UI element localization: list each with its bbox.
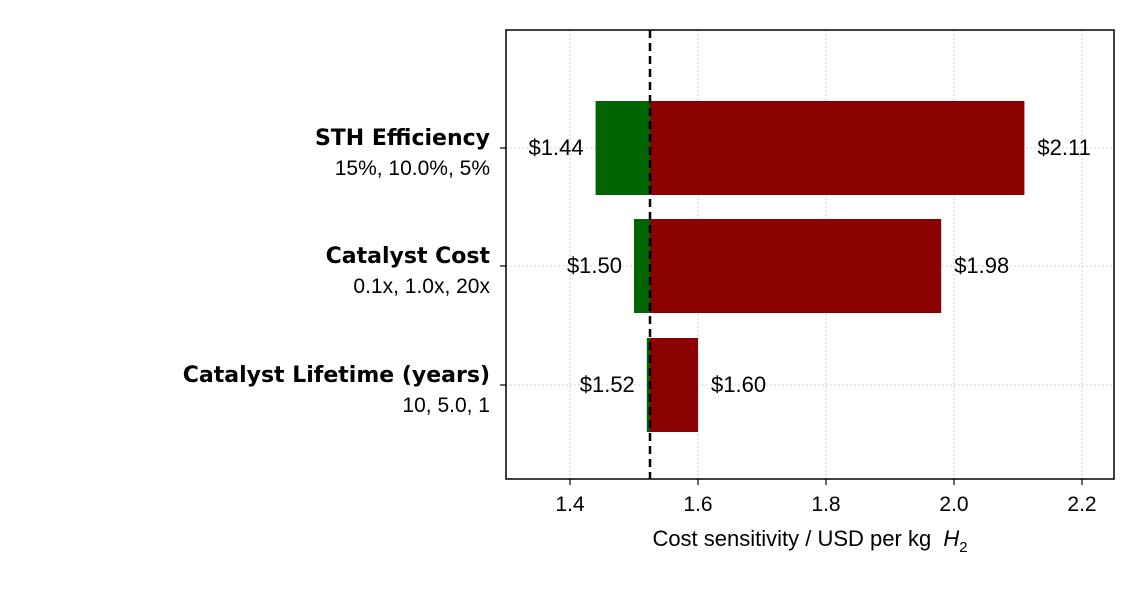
category-name: Catalyst Lifetime (years): [183, 363, 490, 388]
data-label-high: $1.60: [711, 372, 766, 397]
x-tick-label: 2.0: [939, 493, 968, 516]
x-tick-label: 1.8: [811, 493, 840, 516]
category-name: STH Efficiency: [315, 126, 490, 151]
x-tick-label: 2.2: [1067, 493, 1096, 516]
bar-high: [650, 338, 698, 432]
axis-ticks: [500, 147, 1083, 485]
x-axis-label: Cost sensitivity / USD per kg H2: [652, 526, 967, 556]
bar-low: [595, 101, 650, 195]
category-name: Catalyst Cost: [326, 244, 491, 269]
labels: 1.4 1.6 1.8 2.0 2.2 $1.44 $2.11 STH Efficiency 1…: [183, 126, 1097, 516]
category-levels: 0.1x, 1.0x, 20x: [353, 275, 490, 298]
x-tick-label: 1.6: [683, 493, 712, 516]
data-label-low: $1.44: [529, 135, 584, 160]
bar-low: [634, 219, 650, 313]
bars: [595, 101, 1025, 432]
category-levels: 15%, 10.0%, 5%: [335, 157, 490, 180]
plot-frame: [505, 29, 1115, 480]
bar-high: [650, 219, 942, 313]
x-tick-label: 1.4: [555, 493, 585, 516]
data-label-high: $1.98: [954, 253, 1009, 278]
bar-low: [646, 338, 650, 432]
category-levels: 10, 5.0, 1: [402, 394, 490, 417]
data-label-low: $1.50: [567, 253, 622, 278]
data-label-low: $1.52: [580, 372, 635, 397]
bar-high: [650, 101, 1025, 195]
data-label-high: $2.11: [1037, 135, 1090, 160]
